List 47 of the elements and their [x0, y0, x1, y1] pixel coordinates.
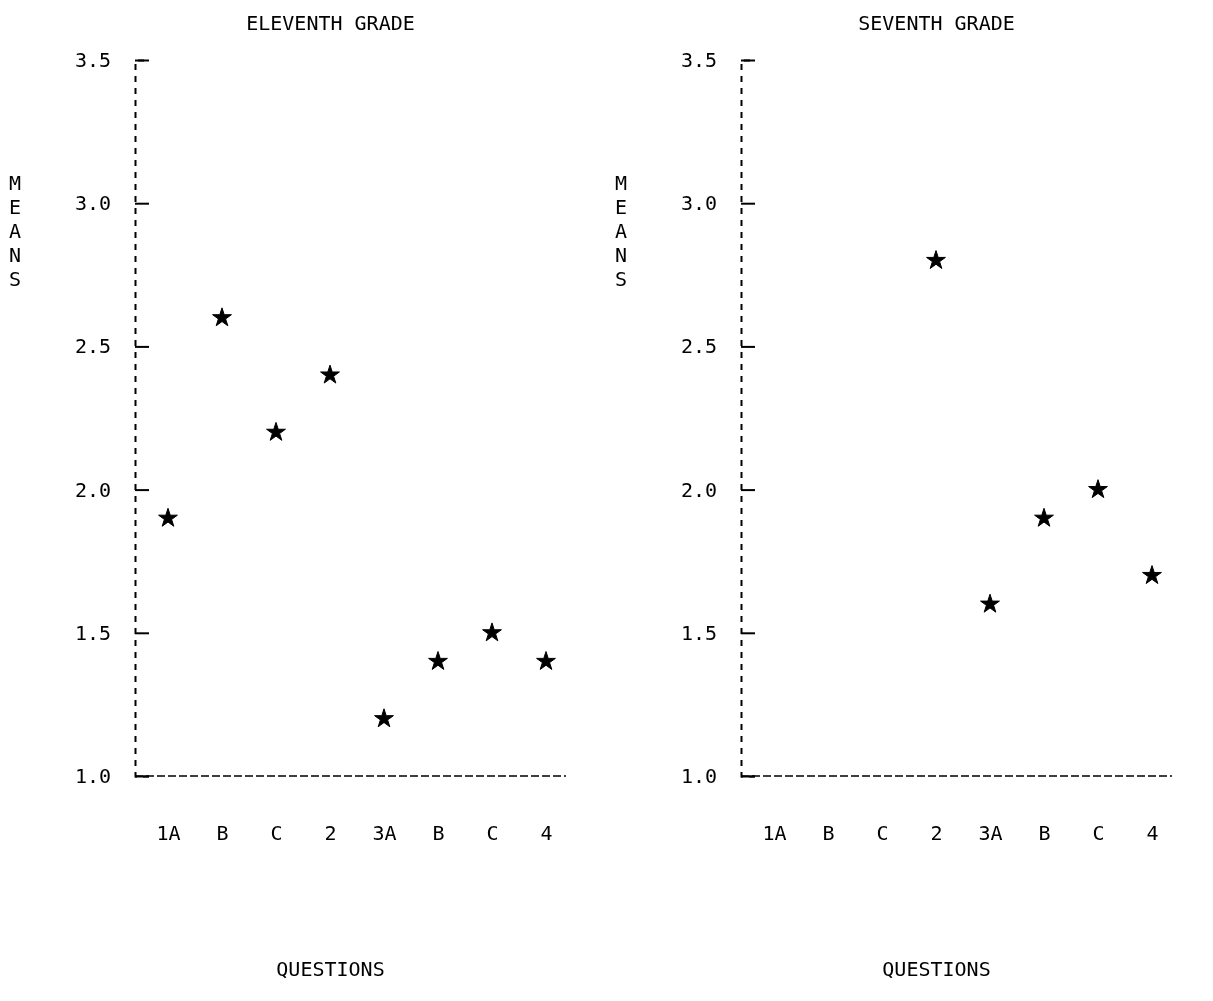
point — [266, 421, 286, 441]
x-tick-label: B — [822, 821, 835, 846]
y-tick-label: 3.5 — [680, 47, 717, 72]
y-axis-title: MEANS — [614, 171, 628, 291]
y-tick-label: 1.5 — [74, 620, 111, 645]
y-axis-title: MEANS — [8, 171, 22, 291]
y-tick-label: 2.5 — [680, 334, 717, 359]
y-tick-label: 3.0 — [680, 191, 717, 216]
point — [536, 651, 556, 670]
x-tick-label: 4 — [540, 821, 553, 846]
x-tick-label: 1A — [762, 821, 787, 846]
point — [926, 250, 946, 269]
x-tick-label: 2 — [324, 821, 337, 846]
x-tick-label: 4 — [1146, 821, 1159, 846]
x-axis-title: QUESTIONS — [882, 957, 991, 981]
chart-title: ELEVENTH GRADE — [246, 11, 415, 35]
point — [212, 307, 232, 327]
point — [482, 622, 502, 642]
point — [980, 593, 1000, 613]
y-tick-label: 3.5 — [74, 47, 111, 72]
x-tick-label: 2 — [930, 821, 943, 846]
x-tick-label: C — [876, 821, 889, 846]
x-axis-title: QUESTIONS — [276, 957, 385, 981]
x-tick-label: B — [216, 821, 229, 846]
x-tick-label: C — [270, 821, 283, 846]
point — [428, 651, 448, 670]
y-tick-label: 1.0 — [74, 763, 111, 788]
y-tick-label: 2.0 — [680, 477, 717, 502]
x-tick-label: C — [486, 821, 499, 846]
x-tick-label: B — [1038, 821, 1051, 846]
point — [1034, 507, 1054, 527]
y-tick-label: 2.5 — [74, 334, 111, 359]
x-tick-label: 3A — [978, 821, 1003, 846]
x-tick-label: C — [1092, 821, 1105, 846]
point — [320, 364, 340, 384]
point — [374, 708, 394, 728]
chart-title: SEVENTH GRADE — [858, 11, 1015, 35]
x-tick-label: 1A — [156, 821, 181, 846]
x-tick-label: 3A — [372, 821, 397, 846]
x-tick-label: B — [432, 821, 445, 846]
point — [1142, 565, 1162, 585]
y-tick-label: 3.0 — [74, 191, 111, 216]
point — [158, 507, 178, 527]
y-tick-label: 2.0 — [74, 477, 111, 502]
y-tick-label: 1.5 — [680, 620, 717, 645]
point — [1088, 479, 1108, 499]
y-tick-label: 1.0 — [680, 763, 717, 788]
